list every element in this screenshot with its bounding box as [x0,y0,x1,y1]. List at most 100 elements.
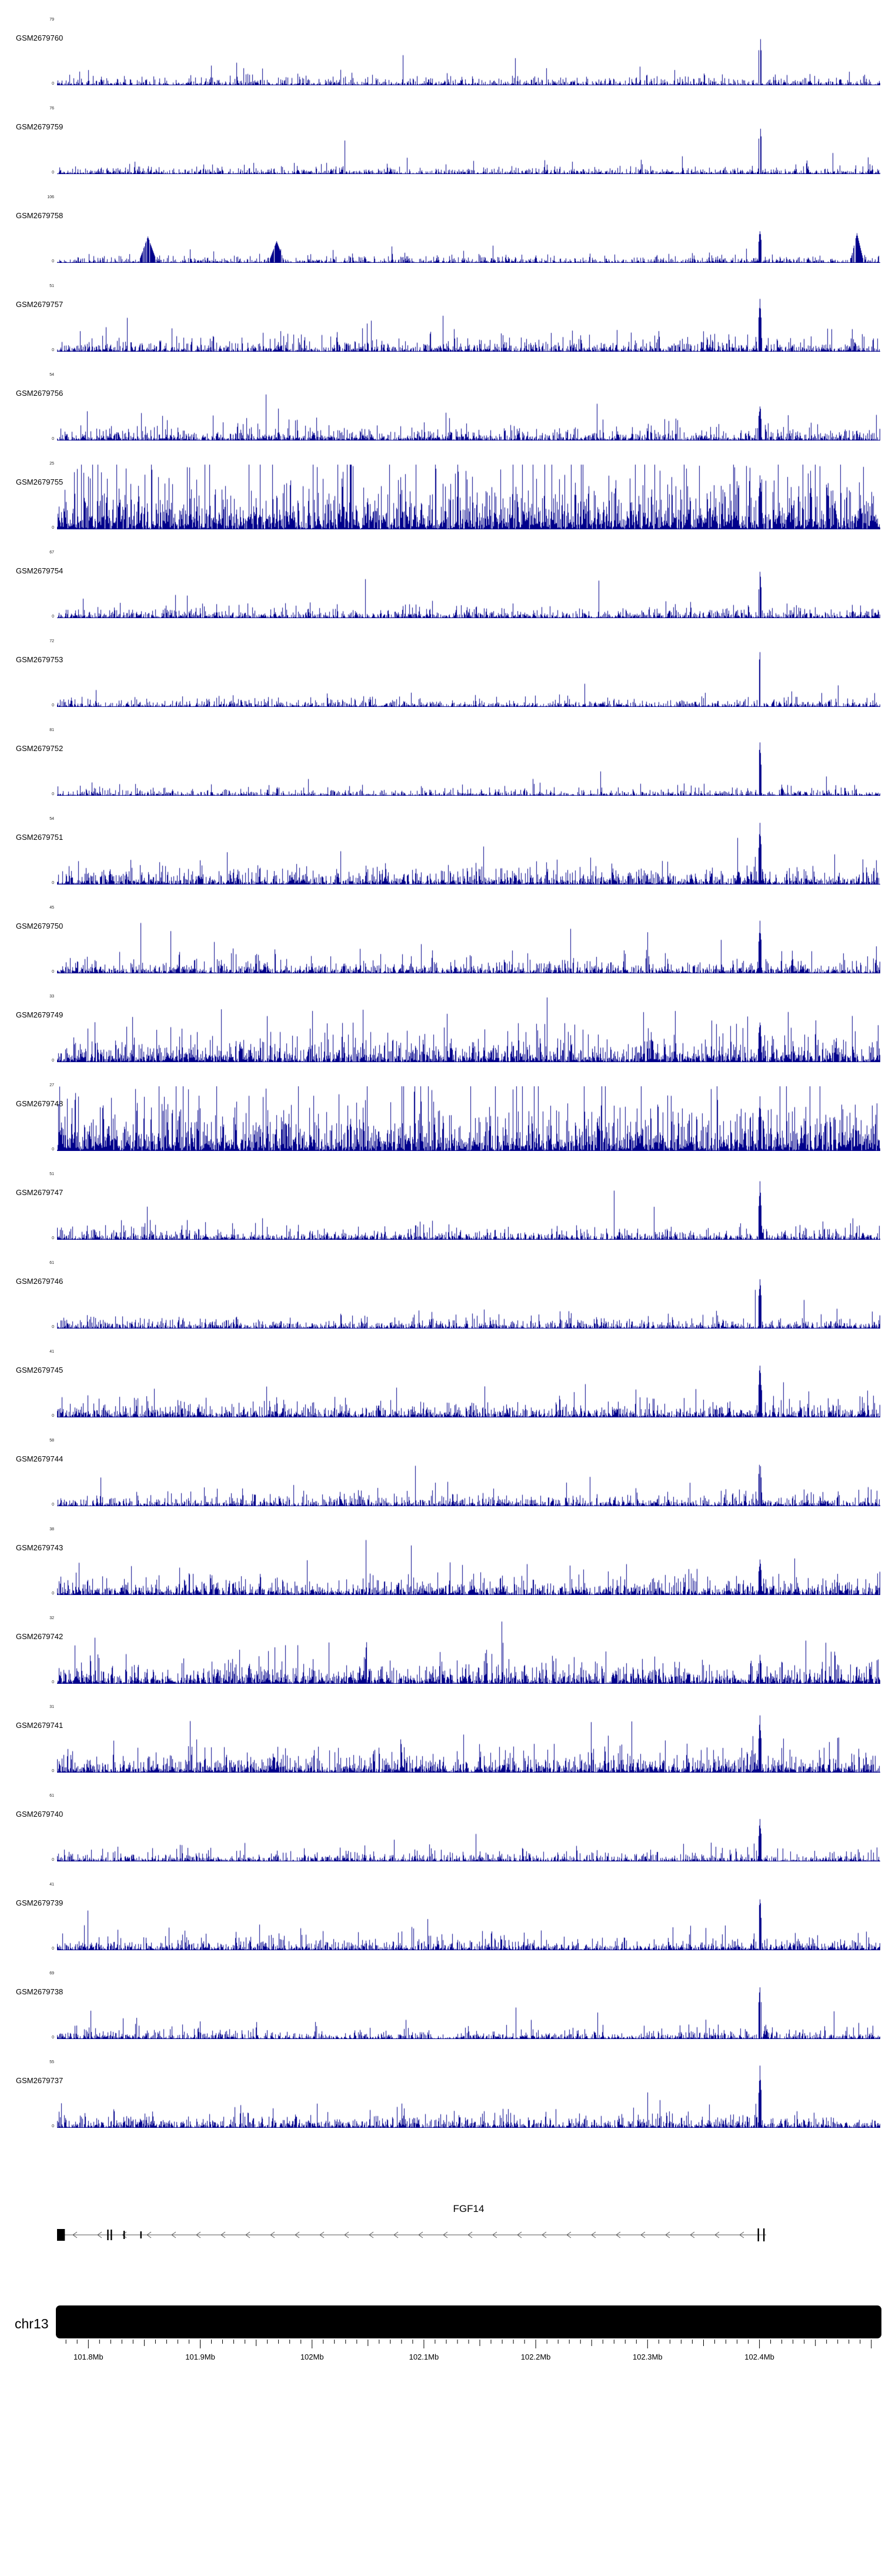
coverage-track: GSM2679750 45 0 [0,906,882,996]
coverage-track-canvas [57,1618,880,1684]
track-label: GSM2679743 [16,1543,64,1552]
coverage-track-canvas [57,1352,880,1417]
strand-arrow-icon [566,2231,572,2238]
gene-exon-tick [111,2230,112,2240]
coverage-track: GSM2679744 58 0 [0,1439,882,1529]
track-ymin: 0 [52,703,54,708]
track-ymin: 0 [52,1059,54,1063]
strand-arrow-icon [714,2231,720,2238]
track-ymax: 79 [49,18,54,22]
coverage-track: GSM2679739 41 0 [0,1883,882,1973]
coverage-track: GSM2679758 106 0 [0,195,882,286]
track-ymax: 61 [49,1794,54,1798]
track-label: GSM2679742 [16,1632,64,1641]
coverage-track-canvas [57,641,880,707]
coverage-track-canvas [57,2062,880,2128]
track-ymin: 0 [52,2036,54,2040]
track-label: GSM2679752 [16,744,64,753]
strand-arrow-icon [245,2231,250,2238]
strand-arrow-icon [690,2231,695,2238]
track-ymin: 0 [52,615,54,619]
track-ymax: 41 [49,1350,54,1354]
coverage-track-canvas [57,996,880,1062]
track-ymin: 0 [52,1147,54,1152]
coverage-track-canvas [57,907,880,973]
track-label: GSM2679747 [16,1188,64,1197]
coverage-track: GSM2679751 54 0 [0,817,882,907]
coverage-track: GSM2679745 41 0 [0,1350,882,1440]
coverage-track-canvas [57,1973,880,2039]
gene-exon-tick [763,2228,765,2241]
coverage-track-canvas [57,1529,880,1595]
coverage-track-canvas [57,1085,880,1151]
track-label: GSM2679746 [16,1277,64,1286]
coverage-track: GSM2679740 61 0 [0,1794,882,1884]
coverage-track: GSM2679755 25 0 [0,462,882,552]
coverage-track: GSM2679749 33 0 [0,995,882,1085]
track-ymin: 0 [52,348,54,352]
track-ymax: 67 [49,550,54,555]
coverage-track-canvas [57,1174,880,1240]
track-ymin: 0 [52,1503,54,1507]
gene-model-svg [57,2228,766,2241]
track-label: GSM2679737 [16,2076,64,2085]
strand-arrow-icon [220,2231,226,2238]
track-ymin: 0 [52,1591,54,1596]
track-label: GSM2679740 [16,1810,64,1818]
strand-arrow-icon [591,2231,596,2238]
strand-arrow-icon [196,2231,201,2238]
coverage-track: GSM2679738 69 0 [0,1971,882,2062]
coverage-track: GSM2679747 51 0 [0,1172,882,1263]
track-ymin: 0 [52,1414,54,1418]
strand-arrow-icon [319,2231,325,2238]
track-ymax: 55 [49,2060,54,2064]
track-ymin: 0 [52,1769,54,1773]
track-label: GSM2679738 [16,1987,64,1996]
axis-tick-label: 101.9Mb [185,2353,215,2361]
coverage-track: GSM2679737 55 0 [0,2060,882,2151]
coverage-track: GSM2679741 31 0 [0,1705,882,1796]
track-ymax: 81 [49,728,54,732]
strand-arrow-icon [344,2231,349,2238]
strand-arrow-icon [270,2231,275,2238]
strand-arrow-icon [739,2231,744,2238]
track-ymax: 51 [49,284,54,288]
coverage-track-canvas [57,1263,880,1329]
chromosome-label: chr13 [15,2316,49,2331]
track-ymin: 0 [52,1236,54,1240]
coverage-track-canvas [57,819,880,885]
ideogram-svg: 101.8Mb 101.9Mb 102Mb 102.1Mb 102.2Mb 102.3Mb… [56,2305,881,2361]
track-label: GSM2679754 [16,566,64,575]
strand-arrow-icon [146,2231,152,2238]
gene-title: FGF14 [453,2203,485,2214]
track-ymax: 76 [49,106,54,111]
track-ymax: 32 [49,1616,54,1620]
strand-arrow-icon [369,2231,374,2238]
track-label: GSM2679750 [16,922,64,930]
axis-tick-label: 101.8Mb [74,2353,103,2361]
coverage-track-canvas [57,1440,880,1506]
track-label: GSM2679760 [16,34,64,42]
track-ymax: 54 [49,373,54,377]
strand-arrow-icon [393,2231,399,2238]
track-ymax: 54 [49,817,54,821]
coverage-track: GSM2679760 79 0 [0,18,882,108]
gene-exon-tick [123,2231,125,2239]
track-ymin: 0 [52,437,54,441]
coverage-track-canvas [57,463,880,529]
track-ymin: 0 [52,1680,54,1684]
gene-terminal-exon [57,2229,65,2241]
track-label: GSM2679757 [16,300,64,309]
strand-arrow-icon [467,2231,473,2238]
coverage-track: GSM2679742 32 0 [0,1616,882,1707]
coverage-track-canvas [57,375,880,441]
track-label: GSM2679744 [16,1454,64,1463]
track-ymin: 0 [52,1947,54,1951]
track-ymax: 51 [49,1172,54,1176]
track-ymin: 0 [52,171,54,175]
strand-arrow-icon [97,2231,102,2238]
coverage-track-canvas [57,19,880,85]
track-label: GSM2679755 [16,478,64,486]
gene-exon-tick [140,2231,142,2238]
track-ymax: 106 [47,195,54,199]
